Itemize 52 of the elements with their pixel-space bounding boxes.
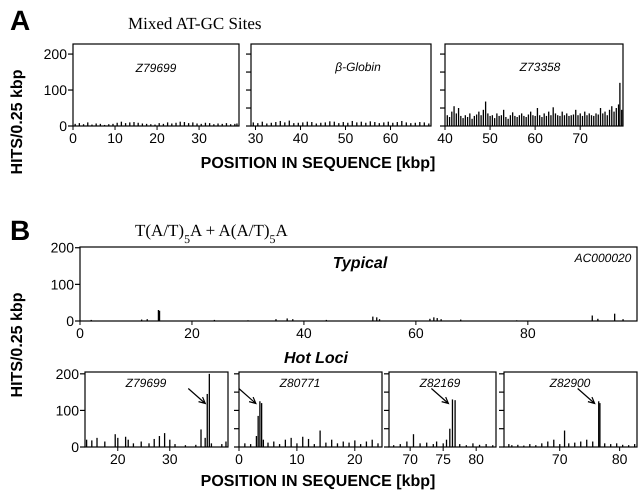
annotation: Z79699 [134, 61, 177, 75]
chart-title: T(A/T)$_{5}$A + A(A/T)$_{5}$A [135, 221, 288, 246]
annotation: AC000020 [574, 251, 632, 265]
x-tick-label: 20 [149, 130, 166, 146]
x-tick-label: 30 [191, 130, 208, 146]
x-tick-label: 75 [435, 451, 452, 467]
y-tick-label: 100 [50, 276, 74, 292]
annotation: Z80771 [278, 376, 320, 390]
x-tick-label: 20 [347, 451, 363, 467]
x-tick-label: 0 [235, 451, 244, 467]
chart-title: Mixed AT-GC Sites [128, 14, 262, 33]
y-axis-title: HITS/0.25 kbp [9, 69, 26, 174]
y-tick-label: 0 [59, 118, 68, 134]
y-tick-label: 0 [71, 439, 80, 455]
x-tick-label: 50 [338, 130, 354, 146]
x-tick-label: 10 [107, 130, 124, 146]
y-tick-label: 0 [66, 313, 74, 329]
x-tick-label: 70 [572, 130, 588, 146]
annotation: Z73358 [518, 60, 561, 74]
text: Hot Loci [284, 350, 349, 367]
x-tick-label: 80 [520, 325, 536, 341]
y-tick-label: 100 [56, 402, 80, 418]
x-tick-label: 30 [162, 451, 178, 467]
annotation: Z79699 [124, 376, 167, 390]
x-axis-title: POSITION IN SEQUENCE [kbp] [200, 155, 436, 172]
x-tick-label: 20 [184, 325, 200, 341]
x-tick-label: 40 [437, 130, 453, 146]
x-tick-label: 20 [110, 451, 126, 467]
x-tick-label: 40 [296, 325, 312, 341]
y-tick-label: 200 [44, 46, 68, 62]
y-axis-title: HITS/0.25 kbp [9, 292, 26, 398]
x-axis-title: POSITION IN SEQUENCE [kbp] [200, 473, 436, 490]
y-tick-label: 100 [44, 82, 68, 98]
x-tick-label: 70 [402, 451, 418, 467]
x-tick-label: 70 [552, 451, 568, 467]
annotation: Typical [332, 255, 388, 272]
y-tick-label: 200 [50, 240, 74, 256]
x-tick-label: 60 [408, 325, 424, 341]
x-tick-label: 40 [292, 130, 308, 146]
x-tick-label: 50 [482, 130, 498, 146]
y-tick-label: 200 [56, 366, 80, 382]
x-tick-label: 60 [527, 130, 544, 146]
annotation: Z82900 [548, 376, 591, 390]
x-tick-label: 10 [289, 451, 305, 467]
annotation: β-Globin [334, 60, 382, 74]
x-tick-label: 80 [468, 451, 484, 467]
text: A [10, 5, 30, 36]
text: B [10, 215, 30, 246]
annotation: Z82169 [418, 376, 461, 390]
x-tick-label: 30 [248, 130, 264, 146]
x-tick-label: 80 [612, 451, 628, 467]
x-tick-label: 60 [382, 130, 398, 146]
